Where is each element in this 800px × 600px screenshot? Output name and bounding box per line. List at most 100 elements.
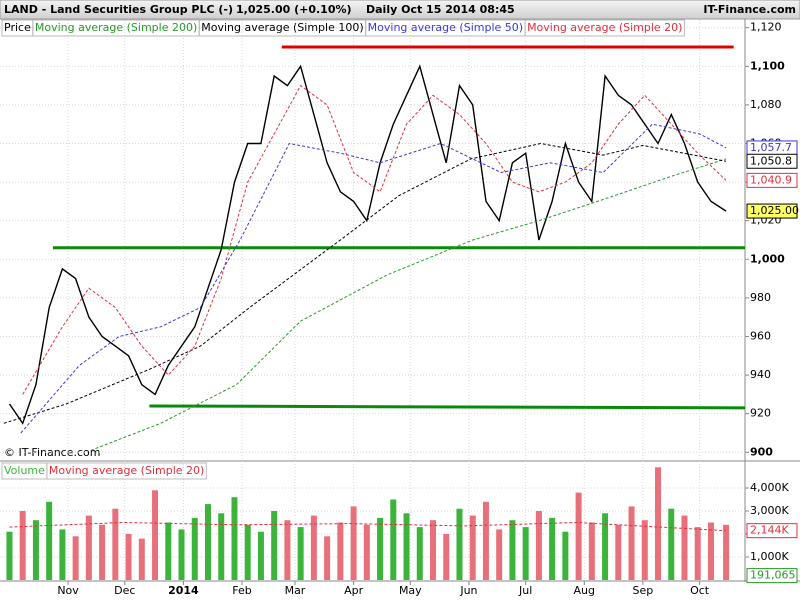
price-label-box bbox=[746, 203, 798, 219]
volume-bar bbox=[138, 538, 145, 580]
volume-bar bbox=[59, 529, 66, 580]
legend-label: Moving average (Simple 20) bbox=[527, 21, 682, 34]
volume-bar bbox=[85, 515, 92, 580]
price-label: 2,144K bbox=[750, 524, 789, 537]
volume-bar bbox=[549, 517, 556, 580]
reference-line bbox=[149, 404, 746, 410]
timestamp: Daily Oct 15 2014 08:45 bbox=[366, 3, 515, 16]
volume-bar bbox=[218, 513, 225, 580]
volume-bar bbox=[535, 510, 542, 580]
volume-bar bbox=[46, 501, 53, 580]
volume-bar bbox=[178, 529, 185, 580]
y-tick-label: 1,000 bbox=[750, 252, 785, 265]
volume-bar bbox=[324, 536, 331, 580]
volume-bar bbox=[363, 524, 370, 580]
y-tick-label: 960 bbox=[750, 329, 771, 342]
x-tick-label: Aug bbox=[574, 584, 595, 597]
volume-bar bbox=[482, 501, 489, 580]
x-tick-label: Sep bbox=[633, 584, 654, 597]
volume-bar bbox=[191, 517, 198, 580]
volume-bar bbox=[694, 527, 701, 580]
volume-bar bbox=[204, 504, 211, 580]
price-label-box bbox=[746, 172, 798, 188]
legend-label: Price bbox=[4, 21, 31, 34]
series-line bbox=[3, 142, 727, 424]
legend-label: Volume bbox=[4, 464, 45, 477]
legend-label: Moving average (Simple 50) bbox=[368, 21, 523, 34]
volume-bar bbox=[628, 506, 635, 580]
price-label: 1,025.00 bbox=[750, 204, 799, 217]
volume-bar bbox=[337, 522, 344, 580]
x-tick-label: Oct bbox=[690, 584, 710, 597]
volume-bar bbox=[602, 513, 609, 580]
y-tick-label: 920 bbox=[750, 407, 771, 420]
volume-bar bbox=[615, 524, 622, 580]
series-line bbox=[22, 84, 727, 395]
price-label: 1,040.9 bbox=[750, 173, 792, 186]
y-tick-label: 4,000K bbox=[750, 481, 789, 494]
chart-title: LAND - Land Securities Group PLC (-) bbox=[4, 3, 233, 16]
volume-bar bbox=[390, 499, 397, 580]
price-label-box bbox=[746, 523, 798, 539]
volume-bar bbox=[456, 508, 463, 580]
series-line bbox=[8, 64, 727, 425]
y-tick-label: 1,100 bbox=[750, 59, 785, 72]
x-tick-label: Jul bbox=[518, 584, 532, 597]
y-tick-label: 1,080 bbox=[750, 98, 782, 111]
y-tick-label: 3,000K bbox=[750, 504, 789, 517]
volume-bar bbox=[72, 536, 79, 580]
volume-bar bbox=[522, 527, 529, 580]
x-tick-label: Jun bbox=[459, 584, 477, 597]
volume-bar bbox=[443, 533, 450, 580]
volume-bar bbox=[165, 522, 172, 580]
x-tick-label: Nov bbox=[57, 584, 79, 597]
volume-bar bbox=[32, 520, 39, 580]
price-label-box bbox=[746, 568, 798, 584]
volume-bar bbox=[6, 531, 13, 580]
volume-bar bbox=[469, 515, 476, 580]
volume-bar bbox=[19, 510, 26, 580]
quote: 1,025.00 (+0.10%) bbox=[236, 3, 352, 16]
volume-bar bbox=[681, 515, 688, 580]
legend-label: Moving average (Simple 20) bbox=[49, 464, 204, 477]
price-label: 191,065 bbox=[750, 569, 796, 582]
volume-bar bbox=[244, 524, 251, 580]
y-tick-label: 940 bbox=[750, 368, 771, 381]
x-tick-label: Apr bbox=[344, 584, 364, 597]
volume-bar bbox=[403, 513, 410, 580]
volume-bar bbox=[310, 515, 317, 580]
volume-bar bbox=[496, 529, 503, 580]
volume-bar bbox=[430, 520, 437, 580]
price-label: 1,050.8 bbox=[750, 154, 792, 167]
volume-bar bbox=[509, 520, 516, 580]
x-tick-label: May bbox=[399, 584, 422, 597]
volume-bar bbox=[125, 533, 132, 580]
volume-bar bbox=[350, 506, 357, 580]
volume-bar bbox=[641, 520, 648, 580]
volume-bar bbox=[257, 531, 264, 580]
legend-label: Moving average (Simple 100) bbox=[201, 21, 363, 34]
volume-bar bbox=[416, 527, 423, 580]
volume-bar bbox=[668, 508, 675, 580]
volume-bar bbox=[723, 524, 730, 580]
source: IT-Finance.com bbox=[703, 3, 796, 16]
legend-box bbox=[524, 19, 685, 37]
x-tick-label: Feb bbox=[232, 584, 251, 597]
volume-bar bbox=[562, 531, 569, 580]
series-line bbox=[9, 521, 727, 532]
volume-bar bbox=[284, 520, 291, 580]
x-tick-label: Dec bbox=[114, 584, 135, 597]
volume-bar bbox=[707, 522, 714, 580]
volume-bar bbox=[297, 527, 304, 580]
volume-bar bbox=[152, 490, 159, 580]
x-tick-label: Mar bbox=[285, 584, 306, 597]
y-tick-label: 1,000K bbox=[750, 550, 789, 563]
header-bar bbox=[0, 0, 800, 20]
volume-bar bbox=[655, 467, 662, 580]
volume-bar bbox=[271, 510, 278, 580]
copyright: © IT-Finance.com bbox=[4, 446, 101, 459]
y-tick-label: 1,120 bbox=[750, 21, 782, 34]
series-line bbox=[90, 158, 727, 451]
price-label: 1,057.7 bbox=[750, 141, 792, 154]
